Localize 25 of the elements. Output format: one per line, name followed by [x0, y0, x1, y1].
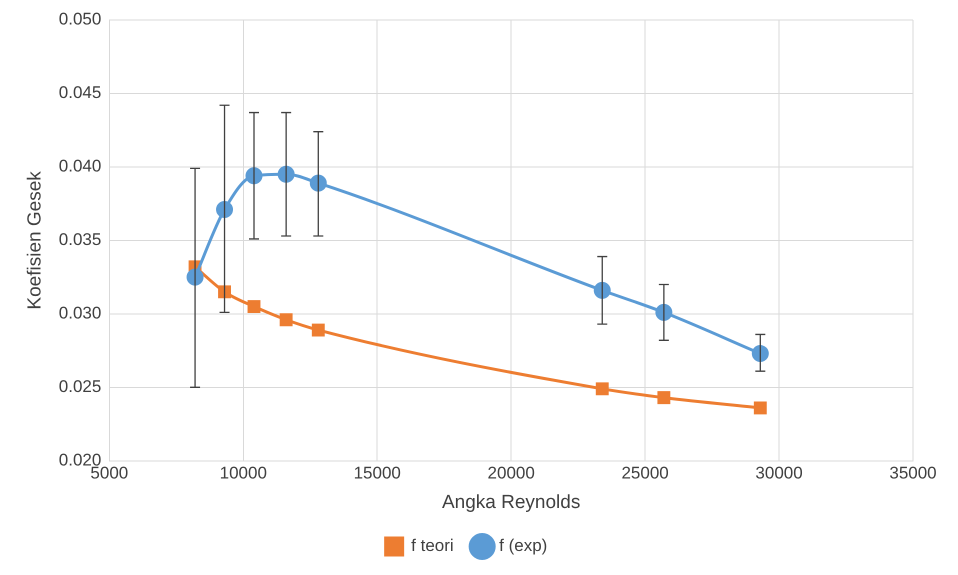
legend-label: f (exp)	[499, 536, 548, 556]
point	[657, 391, 670, 404]
point	[280, 313, 293, 326]
y-tick-label: 0.040	[58, 156, 102, 176]
x-axis-title: Angka Reynolds	[442, 492, 580, 513]
point	[754, 401, 767, 414]
y-axis-title: Koefisien Gesek	[24, 170, 46, 310]
x-tick-label: 10000	[220, 464, 267, 483]
point	[596, 382, 609, 396]
y-tick-label: 0.045	[58, 83, 102, 102]
y-tick-label: 0.050	[58, 10, 102, 29]
point	[248, 300, 260, 313]
x-tick-label: 25000	[621, 464, 669, 483]
point	[246, 167, 262, 184]
x-tick-label: 15000	[354, 464, 401, 483]
y-tick-label: 0.025	[58, 377, 102, 396]
point	[216, 201, 234, 218]
x-tick-label: 30000	[755, 464, 803, 483]
point	[312, 324, 325, 336]
legend-label: f teori	[411, 536, 454, 556]
point	[186, 268, 204, 286]
y-tick-label: 0.035	[58, 230, 102, 250]
x-tick-label: 35000	[889, 464, 937, 483]
y-tick-label: 0.030	[58, 304, 102, 323]
x-tick-label: 20000	[488, 464, 535, 483]
